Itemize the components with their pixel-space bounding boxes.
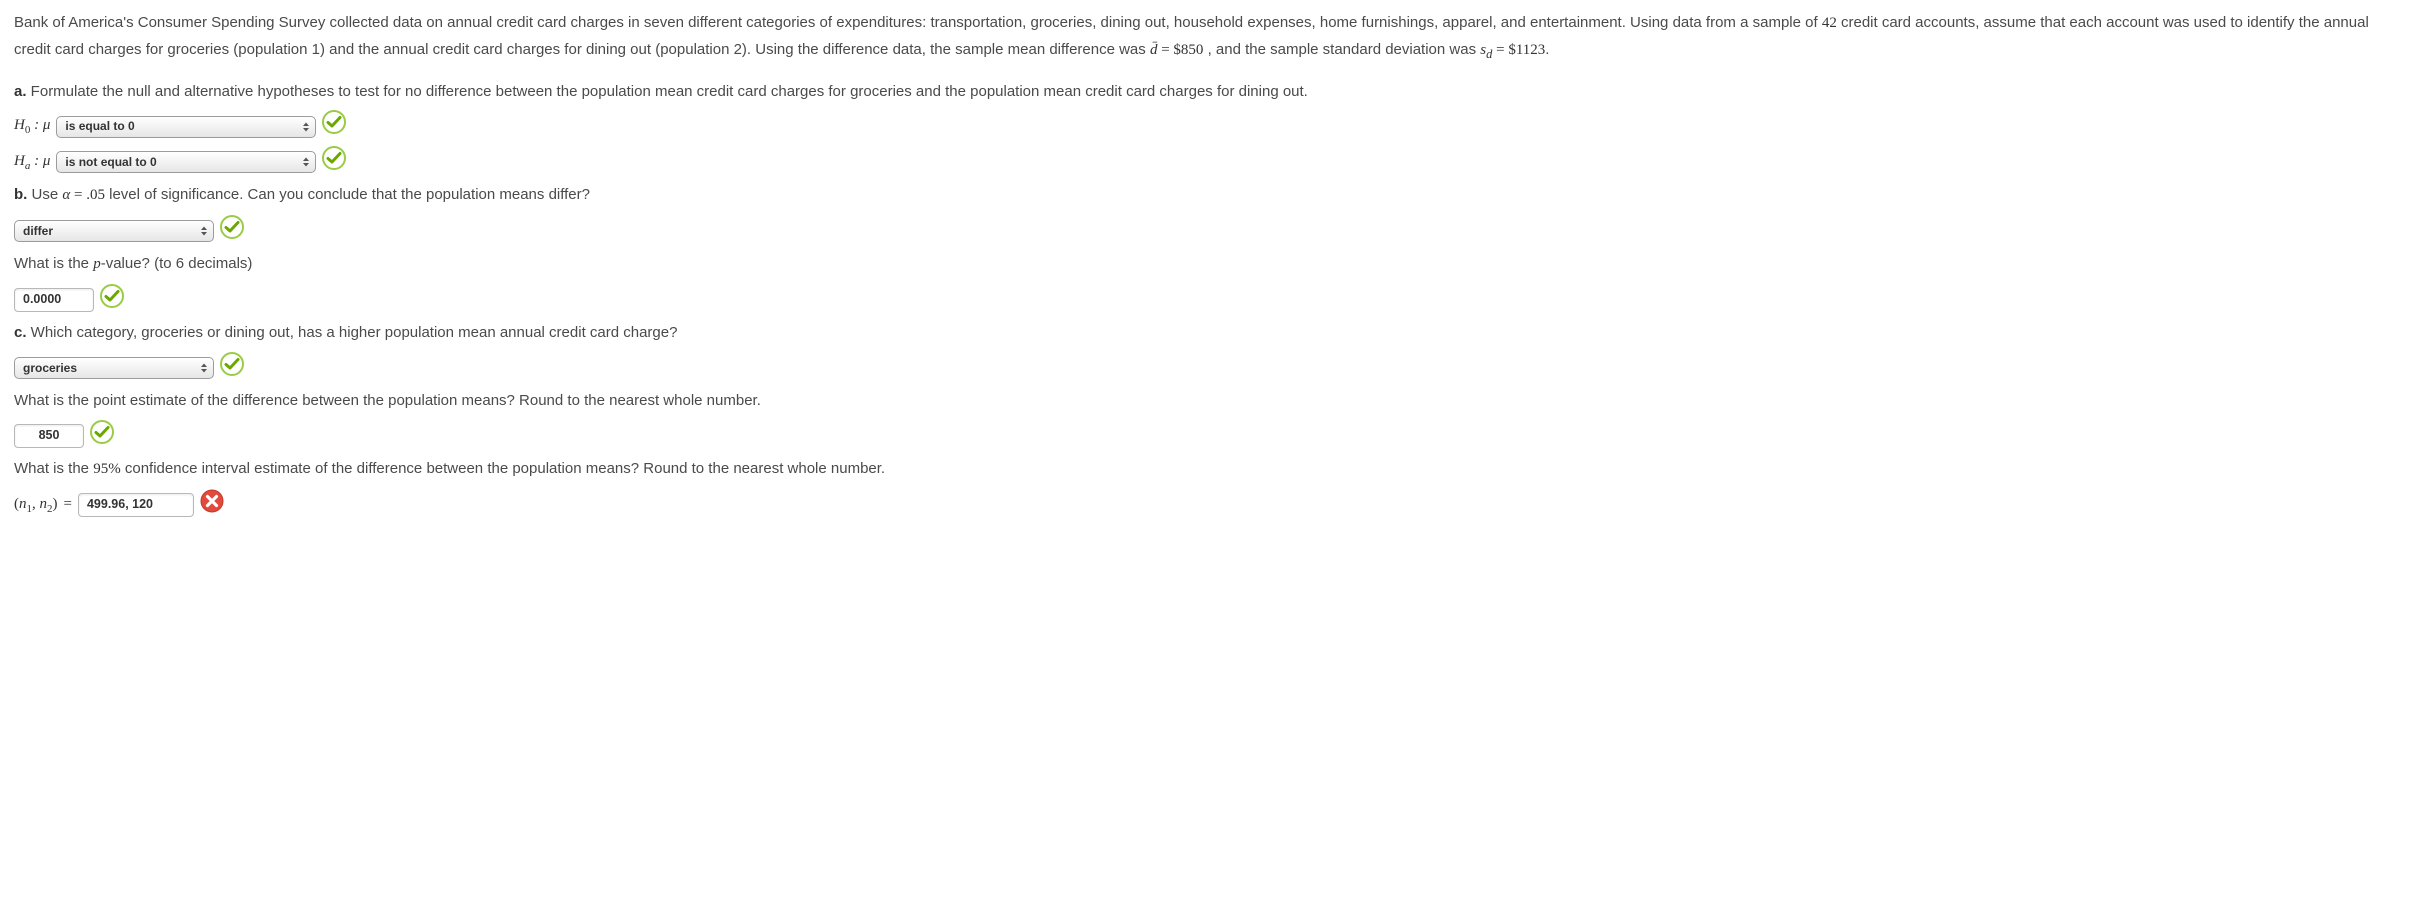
category-row: groceries [14,352,2408,385]
category-select-value: groceries [23,358,77,378]
stepper-icon [199,361,209,375]
stepper-icon [301,120,311,134]
intro-after-dbar: , and the sample standard deviation was [1203,41,1480,58]
part-c-question: c. Which category, groceries or dining o… [14,320,2408,346]
sd-value: $1123 [1508,42,1545,58]
ci-input[interactable]: 499.96, 120 [78,493,194,517]
dbar-value: $850 [1173,42,1203,58]
pvalue-input-value: 0.0000 [23,289,61,310]
stepper-icon [199,224,209,238]
correct-icon [322,146,346,179]
ha-select-value: is not equal to 0 [65,152,156,172]
correct-icon [90,420,114,453]
ci-eq: = [64,492,72,518]
category-select[interactable]: groceries [14,357,214,379]
part-c-label: c. [14,324,27,341]
h0-select[interactable]: is equal to 0 [56,116,316,138]
ci-lhs: (n1, n2) [14,492,58,519]
ha-row: Ha : μ is not equal to 0 [14,146,2408,179]
ha-select[interactable]: is not equal to 0 [56,151,316,173]
point-estimate-value: 850 [39,425,60,446]
eq: = [1157,42,1173,58]
point-estimate-question: What is the point estimate of the differ… [14,388,2408,414]
pvalue-row: 0.0000 [14,284,2408,317]
correct-icon [322,110,346,143]
intro-text: Bank of America's Consumer Spending Surv… [14,14,1822,31]
correct-icon [220,352,244,385]
point-estimate-input[interactable]: 850 [14,424,84,448]
correct-icon [220,215,244,248]
problem-intro: Bank of America's Consumer Spending Surv… [14,10,2408,65]
ha-label: Ha : μ [14,149,50,176]
part-a-text: Formulate the null and alternative hypot… [27,83,1308,100]
ci-input-value: 499.96, 120 [87,494,153,515]
stepper-icon [301,155,311,169]
sample-size: 42 [1822,15,1837,31]
pvalue-input[interactable]: 0.0000 [14,288,94,312]
h0-row: H0 : μ is equal to 0 [14,110,2408,143]
incorrect-icon [200,489,224,522]
h0-label: H0 : μ [14,113,50,140]
point-estimate-row: 850 [14,420,2408,453]
part-a-question: a. Formulate the null and alternative hy… [14,79,2408,105]
differ-select[interactable]: differ [14,220,214,242]
ci-row: (n1, n2) = 499.96, 120 [14,489,2408,522]
correct-icon [100,284,124,317]
part-b-question: b. Use α = .05 level of significance. Ca… [14,182,2408,209]
h0-select-value: is equal to 0 [65,116,134,136]
ci-question: What is the 95% confidence interval esti… [14,456,2408,483]
sd-symbol: sd [1480,42,1492,58]
part-b-label: b. [14,186,27,203]
differ-select-value: differ [23,221,53,241]
pvalue-question: What is the p-value? (to 6 decimals) [14,251,2408,278]
differ-row: differ [14,215,2408,248]
part-c-text: Which category, groceries or dining out,… [27,324,678,341]
part-a-label: a. [14,83,27,100]
